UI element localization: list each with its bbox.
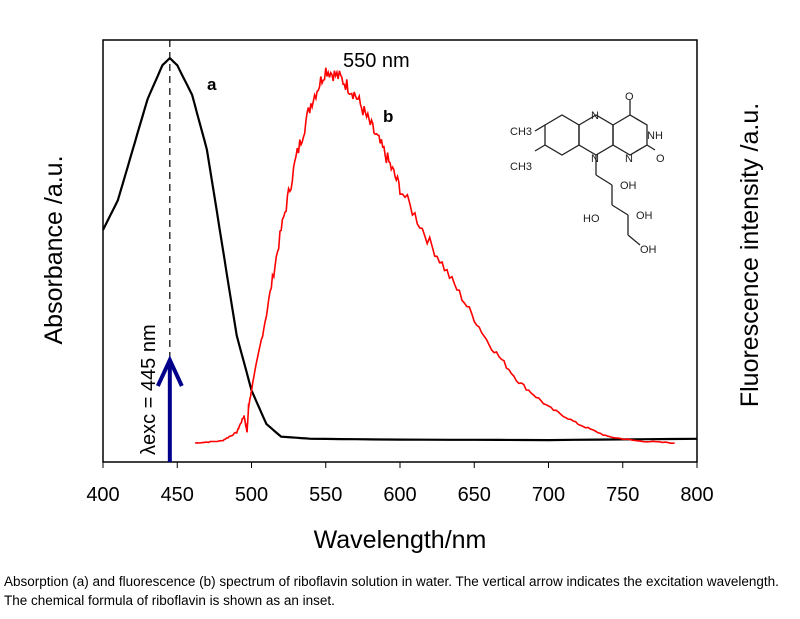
n-label: N <box>591 153 599 165</box>
y-axis-left-label: Absorbance /a.u. <box>40 155 68 344</box>
figure-caption: Absorption (a) and fluorescence (b) spec… <box>4 574 779 608</box>
x-tick-label: 600 <box>383 484 416 506</box>
ch3-label: CH3 <box>510 126 532 138</box>
series-a-absorbance-line <box>102 56 698 442</box>
spectrum-chart: 400 450 500 550 600 650 700 750 800 a b 550 nm λ… <box>40 39 764 554</box>
x-tick-label: 700 <box>532 484 565 506</box>
x-tick-label: 800 <box>680 484 713 506</box>
excitation-label: λexc = 445 nm <box>138 324 160 455</box>
nh-label: NH <box>647 130 663 142</box>
inset-atom-labels: CH3 CH3 N N N NH O O OH HO OH OH <box>510 91 665 256</box>
n-label: N <box>591 110 599 122</box>
oh-label: OH <box>620 180 637 192</box>
x-tick-label: 550 <box>309 484 342 506</box>
ho-label: HO <box>583 213 600 225</box>
oh-label: OH <box>640 244 657 256</box>
series-b-fluorescence-line <box>195 67 675 445</box>
x-axis-label: Wavelength/nm <box>314 526 487 554</box>
x-tick-label: 500 <box>235 484 268 506</box>
riboflavin-structure-inset <box>534 100 656 246</box>
oh-label: OH <box>636 210 653 222</box>
series-b-label: b <box>383 107 393 126</box>
series-a-label: a <box>207 75 217 94</box>
x-tick-label: 750 <box>606 484 639 506</box>
peak-label: 550 nm <box>343 50 410 72</box>
x-tick-label: 650 <box>458 484 491 506</box>
n-label: N <box>625 153 633 165</box>
o-label: O <box>656 153 665 165</box>
x-tick-label: 400 <box>86 484 119 506</box>
y-axis-right-label: Fluorescence intensity /a.u. <box>736 103 764 407</box>
x-tick-label: 450 <box>161 484 194 506</box>
o-label: O <box>625 91 634 103</box>
plot-frame <box>102 39 698 463</box>
excitation-arrow <box>156 355 184 462</box>
ch3-label: CH3 <box>510 161 532 173</box>
